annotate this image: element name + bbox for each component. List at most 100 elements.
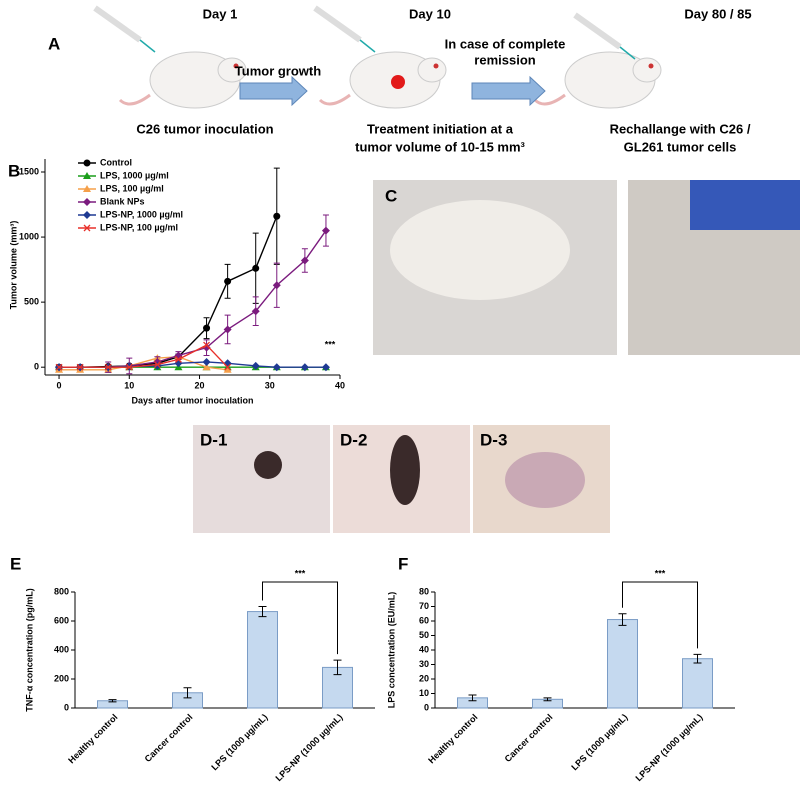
x-tick-label: 10	[124, 380, 134, 390]
marker	[83, 198, 91, 206]
marker	[83, 172, 91, 179]
bar	[607, 619, 638, 709]
x-tick-label: 30	[265, 380, 275, 390]
marker	[223, 325, 232, 334]
panel-a-drawing	[93, 5, 662, 109]
marker	[83, 185, 91, 192]
photo-label: C	[385, 186, 397, 205]
panel-label: B	[8, 161, 20, 180]
error-bar	[543, 697, 552, 702]
y-axis-title: LPS concentration (EU/mL)	[386, 592, 396, 709]
error-bar	[108, 699, 117, 703]
arrow	[239, 75, 308, 107]
x-axis-title: Days after tumor inoculation	[131, 395, 253, 405]
marker	[300, 363, 309, 372]
error-bar	[258, 606, 267, 618]
error-bar	[468, 694, 477, 702]
marker	[83, 211, 91, 219]
y-tick-label: 40	[419, 644, 429, 654]
x-tick-label: Healthy control	[66, 712, 119, 765]
y-tick-label: 60	[419, 615, 429, 625]
marker	[224, 363, 232, 371]
y-tick-label: 50	[419, 630, 429, 640]
annotation: ***	[655, 568, 666, 578]
marker	[321, 363, 330, 372]
photo	[193, 425, 330, 533]
caption: Treatment initiation at a	[367, 121, 514, 136]
marker	[153, 361, 161, 369]
arrow-label: In case of complete	[445, 36, 566, 51]
y-tick-label: 400	[54, 644, 69, 654]
syringe	[313, 5, 376, 53]
caption: GL261 tumor cells	[624, 139, 737, 154]
day-label: Day 1	[203, 6, 238, 21]
legend-label: LPS, 100 µg/ml	[100, 183, 164, 193]
annotation: ***	[295, 568, 306, 578]
annotation: ***	[325, 339, 336, 349]
mouse	[118, 51, 247, 109]
caption: Rechallange with C26 /	[610, 121, 751, 136]
error-bar	[618, 613, 627, 626]
y-tick-label: 30	[419, 659, 429, 669]
x-tick-label: LPS-NP (1000 µg/mL)	[273, 712, 344, 783]
legend-label: Control	[100, 157, 132, 167]
photo-detail	[690, 180, 800, 230]
x-tick-label: 40	[335, 380, 345, 390]
series-line	[59, 215, 278, 368]
marker	[321, 226, 330, 235]
panel-label: F	[398, 554, 408, 573]
marker	[55, 363, 63, 371]
y-tick-label: 20	[419, 673, 429, 683]
marker	[174, 355, 182, 363]
y-tick-label: 0	[34, 362, 39, 372]
marker	[223, 365, 232, 373]
y-axis-title: TNF-α concentration (pg/mL)	[24, 588, 34, 712]
x-tick-label: 20	[195, 380, 205, 390]
photo-label: D-3	[480, 430, 507, 449]
legend-label: LPS, 1000 µg/ml	[100, 170, 169, 180]
error-bar	[183, 687, 192, 699]
series-line	[59, 230, 327, 368]
y-tick-label: 0	[64, 702, 69, 712]
photo-label: D-1	[200, 430, 227, 449]
syringe	[93, 5, 156, 53]
significance-bracket	[262, 581, 338, 655]
marker	[300, 256, 309, 265]
marker	[104, 363, 112, 371]
bar	[322, 666, 353, 709]
syringe	[573, 12, 636, 60]
arrow-label: Tumor growth	[235, 63, 321, 78]
photo-detail	[254, 451, 282, 479]
y-tick-label: 70	[419, 601, 429, 611]
y-tick-label: 500	[24, 297, 39, 307]
marker	[272, 363, 281, 372]
marker	[83, 159, 91, 167]
y-tick-label: 800	[54, 586, 69, 596]
x-tick-label: Cancer control	[503, 712, 555, 764]
panel-label: A	[48, 34, 60, 53]
marker	[252, 264, 260, 272]
x-tick-label: Healthy control	[426, 712, 479, 765]
y-tick-label: 200	[54, 673, 69, 683]
marker	[203, 324, 211, 332]
x-tick-label: LPS (1000 µg/mL)	[569, 712, 629, 772]
x-tick-label: Cancer control	[143, 712, 195, 764]
marker	[83, 224, 91, 232]
day-label: Day 10	[409, 6, 451, 21]
photo-detail	[390, 435, 420, 505]
arrow-label: remission	[474, 52, 535, 67]
error-bar	[333, 659, 342, 676]
mouse	[318, 51, 447, 109]
mouse	[533, 51, 662, 109]
marker	[273, 212, 281, 220]
marker	[202, 363, 211, 371]
marker	[224, 277, 232, 285]
panel-label: E	[10, 554, 21, 573]
x-tick-label: LPS-NP (1000 µg/mL)	[633, 712, 704, 783]
legend-label: LPS-NP, 1000 µg/ml	[100, 209, 183, 219]
y-tick-label: 10	[419, 688, 429, 698]
photo-detail	[390, 200, 570, 300]
significance-bracket	[622, 581, 698, 649]
caption: tumor volume of 10-15 mm³	[355, 139, 525, 154]
